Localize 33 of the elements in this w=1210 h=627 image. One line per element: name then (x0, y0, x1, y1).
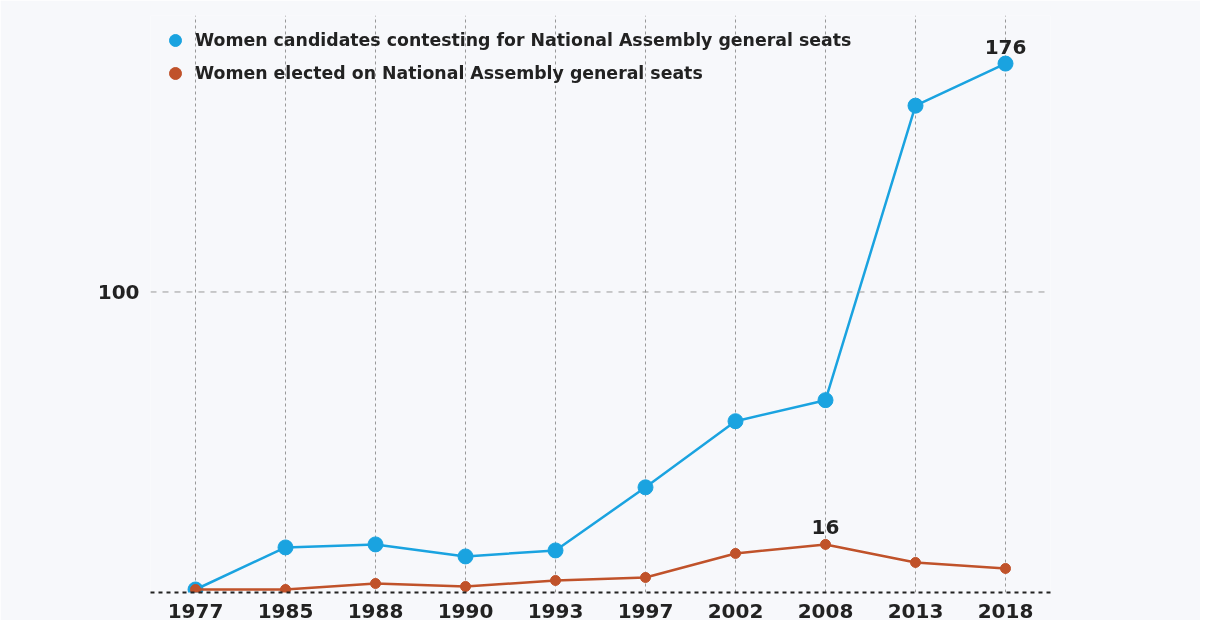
x-tick-label: 1997 (617, 598, 674, 623)
point (457, 548, 474, 565)
point (817, 392, 834, 409)
point (910, 556, 921, 568)
x-tick-label: 2013 (887, 598, 944, 623)
point (637, 479, 654, 496)
x-tick-label: 1985 (257, 598, 314, 623)
x-tick-label: 2008 (797, 598, 854, 623)
legend-label: Women elected on National Assembly general seats (195, 63, 703, 83)
point (460, 581, 471, 592)
point (997, 55, 1014, 72)
point (280, 584, 291, 593)
point (277, 539, 294, 556)
data-label: 16 (811, 515, 840, 540)
ref-line-label: 100 (97, 279, 140, 304)
x-tick-label: 2018 (977, 598, 1034, 623)
point (547, 542, 564, 559)
x-tick-label: 1988 (347, 598, 404, 623)
point (730, 547, 741, 559)
x-tick-label: 2002 (707, 598, 764, 623)
point (907, 97, 924, 114)
x-tick-label: 1977 (167, 598, 224, 623)
point (367, 536, 384, 553)
x-tick-label: 1990 (437, 598, 494, 623)
point (640, 571, 651, 583)
point (1000, 562, 1011, 574)
legend-label: Women candidates contesting for National Assembly general seats (195, 30, 852, 50)
point (370, 577, 381, 589)
data-label: 176 (984, 34, 1027, 59)
point (727, 413, 744, 430)
x-tick-label: 1993 (527, 598, 584, 623)
point (820, 538, 831, 550)
point (550, 574, 561, 586)
